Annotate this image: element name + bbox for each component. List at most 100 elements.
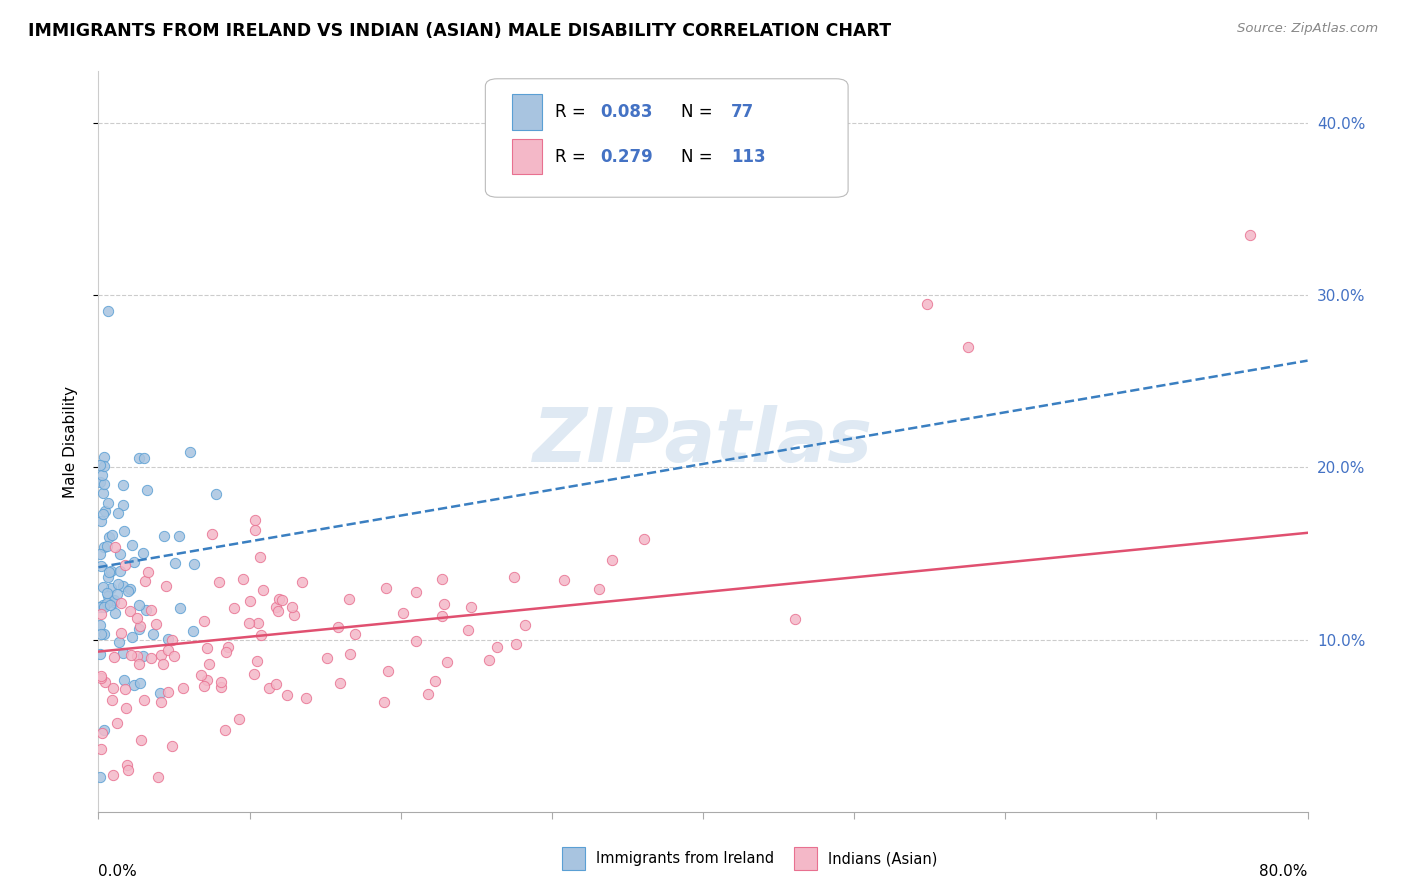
- Point: [94, 504, 117, 518]
- Point: [785, 611, 807, 625]
- Point: [91, 598, 114, 612]
- Point: [195, 673, 218, 687]
- Text: N =: N =: [682, 103, 718, 121]
- Point: [136, 566, 159, 580]
- Point: [121, 538, 143, 552]
- Point: [198, 657, 221, 671]
- Point: [432, 608, 454, 623]
- Bar: [512, 139, 543, 174]
- Point: [139, 651, 162, 665]
- Point: [149, 686, 172, 700]
- Text: Immigrants from Ireland: Immigrants from Ireland: [596, 851, 775, 866]
- Point: [104, 606, 127, 620]
- Point: [96, 539, 118, 553]
- Point: [259, 681, 281, 696]
- Point: [156, 643, 179, 657]
- Point: [93, 675, 115, 690]
- Point: [238, 615, 260, 630]
- Point: [117, 584, 139, 599]
- Text: ZIPatlas: ZIPatlas: [533, 405, 873, 478]
- Point: [93, 627, 115, 641]
- Point: [107, 635, 129, 649]
- Point: [103, 593, 125, 607]
- Point: [91, 485, 114, 500]
- Point: [97, 570, 120, 584]
- Point: [513, 618, 536, 632]
- Point: [93, 450, 115, 465]
- Point: [160, 633, 183, 648]
- Point: [433, 597, 456, 611]
- Point: [209, 681, 232, 695]
- Point: [281, 599, 304, 614]
- Point: [89, 627, 111, 641]
- Point: [377, 664, 399, 678]
- Point: [283, 608, 305, 623]
- Point: [163, 649, 186, 664]
- Point: [163, 556, 186, 570]
- Point: [103, 595, 125, 609]
- Y-axis label: Male Disability: Male Disability: [63, 385, 77, 498]
- Point: [134, 451, 156, 466]
- Point: [190, 668, 212, 682]
- Point: [276, 688, 298, 702]
- Text: IMMIGRANTS FROM IRELAND VS INDIAN (ASIAN) MALE DISABILITY CORRELATION CHART: IMMIGRANTS FROM IRELAND VS INDIAN (ASIAN…: [28, 22, 891, 40]
- Point: [201, 527, 224, 541]
- Point: [156, 632, 179, 647]
- Point: [100, 693, 122, 707]
- Point: [120, 648, 142, 663]
- Point: [114, 681, 136, 696]
- Point: [193, 614, 215, 628]
- Point: [91, 726, 114, 740]
- Point: [267, 604, 290, 618]
- Point: [91, 580, 114, 594]
- Point: [457, 624, 479, 638]
- Point: [436, 655, 458, 669]
- Point: [129, 675, 152, 690]
- Point: [405, 634, 427, 648]
- Point: [89, 599, 111, 614]
- Point: [135, 603, 157, 617]
- Point: [103, 681, 125, 695]
- Point: [97, 530, 120, 544]
- Point: [150, 695, 173, 709]
- Point: [122, 555, 145, 569]
- Bar: [512, 95, 543, 130]
- Point: [89, 647, 111, 661]
- Point: [127, 649, 149, 664]
- Point: [193, 680, 215, 694]
- Text: 0.0%: 0.0%: [98, 863, 138, 879]
- Point: [114, 558, 136, 572]
- Text: 80.0%: 80.0%: [1260, 863, 1308, 879]
- Point: [416, 687, 439, 701]
- Point: [110, 596, 132, 610]
- Point: [90, 669, 112, 683]
- Point: [217, 640, 239, 654]
- Point: [90, 558, 112, 573]
- Point: [505, 637, 527, 651]
- Point: [128, 623, 150, 637]
- Text: 0.083: 0.083: [600, 103, 652, 121]
- Point: [132, 546, 155, 560]
- Point: [96, 585, 118, 599]
- Point: [503, 570, 526, 584]
- Text: Indians (Asian): Indians (Asian): [828, 851, 938, 866]
- Point: [252, 582, 274, 597]
- Point: [553, 573, 575, 587]
- Point: [162, 739, 184, 753]
- Point: [373, 694, 395, 708]
- Point: [125, 611, 148, 625]
- Point: [152, 529, 174, 543]
- Point: [118, 582, 141, 596]
- Point: [214, 723, 236, 737]
- Text: R =: R =: [555, 103, 592, 121]
- Point: [100, 598, 122, 612]
- Point: [93, 476, 115, 491]
- Point: [112, 498, 135, 512]
- Point: [98, 565, 121, 579]
- Point: [155, 579, 177, 593]
- Point: [266, 677, 288, 691]
- Text: N =: N =: [682, 147, 718, 166]
- Point: [142, 627, 165, 641]
- Point: [91, 467, 114, 482]
- Point: [246, 654, 269, 668]
